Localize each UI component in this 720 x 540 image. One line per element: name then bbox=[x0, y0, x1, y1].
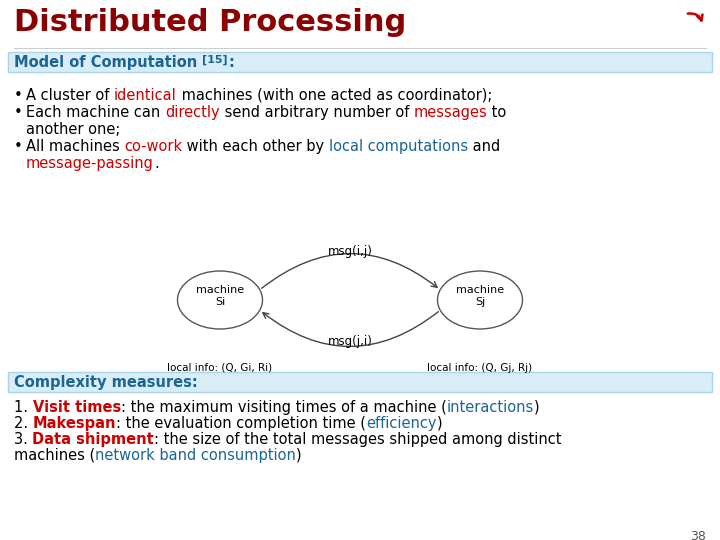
Text: 3.: 3. bbox=[14, 432, 32, 447]
Text: ): ) bbox=[296, 448, 302, 463]
Text: machines (with one acted as coordinator);: machines (with one acted as coordinator)… bbox=[176, 88, 492, 103]
Text: to: to bbox=[487, 105, 506, 120]
Text: machines (: machines ( bbox=[14, 448, 95, 463]
FancyBboxPatch shape bbox=[8, 52, 712, 72]
Text: message-passing: message-passing bbox=[26, 156, 154, 171]
Text: machine
Sj: machine Sj bbox=[456, 285, 504, 307]
Text: directly: directly bbox=[165, 105, 220, 120]
FancyArrowPatch shape bbox=[263, 312, 438, 347]
FancyArrowPatch shape bbox=[688, 14, 703, 21]
Text: local computations: local computations bbox=[329, 139, 469, 154]
Text: with each other by: with each other by bbox=[182, 139, 329, 154]
Text: : the size of the total messages shipped among distinct: : the size of the total messages shipped… bbox=[154, 432, 562, 447]
Text: Model of Computation: Model of Computation bbox=[14, 55, 202, 70]
Text: A cluster of: A cluster of bbox=[26, 88, 114, 103]
Text: send arbitrary number of: send arbitrary number of bbox=[220, 105, 413, 120]
Text: another one;: another one; bbox=[26, 122, 120, 137]
Text: Makespan: Makespan bbox=[32, 416, 116, 431]
Text: : the evaluation completion time (: : the evaluation completion time ( bbox=[116, 416, 366, 431]
Text: efficiency: efficiency bbox=[366, 416, 437, 431]
Ellipse shape bbox=[178, 271, 263, 329]
Text: machine
Si: machine Si bbox=[196, 285, 244, 307]
FancyArrowPatch shape bbox=[261, 254, 437, 288]
Text: Data shipment: Data shipment bbox=[32, 432, 154, 447]
Text: network band consumption: network band consumption bbox=[95, 448, 296, 463]
Text: local info: (Q, Gi, Ri): local info: (Q, Gi, Ri) bbox=[168, 363, 273, 373]
Text: messages: messages bbox=[413, 105, 487, 120]
Text: •: • bbox=[14, 139, 23, 154]
Text: Distributed Processing: Distributed Processing bbox=[14, 8, 406, 37]
Text: identical: identical bbox=[114, 88, 176, 103]
Text: and: and bbox=[469, 139, 500, 154]
Text: : the maximum visiting times of a machine (: : the maximum visiting times of a machin… bbox=[121, 400, 446, 415]
Text: msg(i,j): msg(i,j) bbox=[328, 246, 372, 259]
Text: interactions: interactions bbox=[446, 400, 534, 415]
Ellipse shape bbox=[438, 271, 523, 329]
Text: local info: (Q, Gj, Rj): local info: (Q, Gj, Rj) bbox=[428, 363, 533, 373]
Text: •: • bbox=[14, 88, 23, 103]
Text: Each machine can: Each machine can bbox=[26, 105, 165, 120]
Text: co-work: co-work bbox=[125, 139, 182, 154]
Text: [15]: [15] bbox=[202, 55, 228, 65]
Text: Visit times: Visit times bbox=[32, 400, 121, 415]
Text: ): ) bbox=[534, 400, 539, 415]
Text: All machines: All machines bbox=[26, 139, 125, 154]
Text: Complexity measures:: Complexity measures: bbox=[14, 375, 198, 390]
Text: :: : bbox=[228, 55, 234, 70]
Text: .: . bbox=[154, 156, 158, 171]
Text: •: • bbox=[14, 105, 23, 120]
Text: 1.: 1. bbox=[14, 400, 32, 415]
Text: 38: 38 bbox=[690, 530, 706, 540]
FancyBboxPatch shape bbox=[8, 372, 712, 392]
Text: 2.: 2. bbox=[14, 416, 32, 431]
Text: ): ) bbox=[437, 416, 442, 431]
Text: msg(j,i): msg(j,i) bbox=[328, 335, 372, 348]
